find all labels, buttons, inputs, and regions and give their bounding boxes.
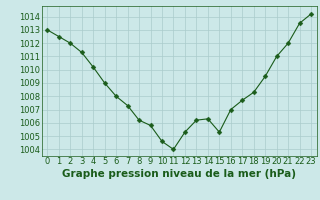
X-axis label: Graphe pression niveau de la mer (hPa): Graphe pression niveau de la mer (hPa) [62,169,296,179]
